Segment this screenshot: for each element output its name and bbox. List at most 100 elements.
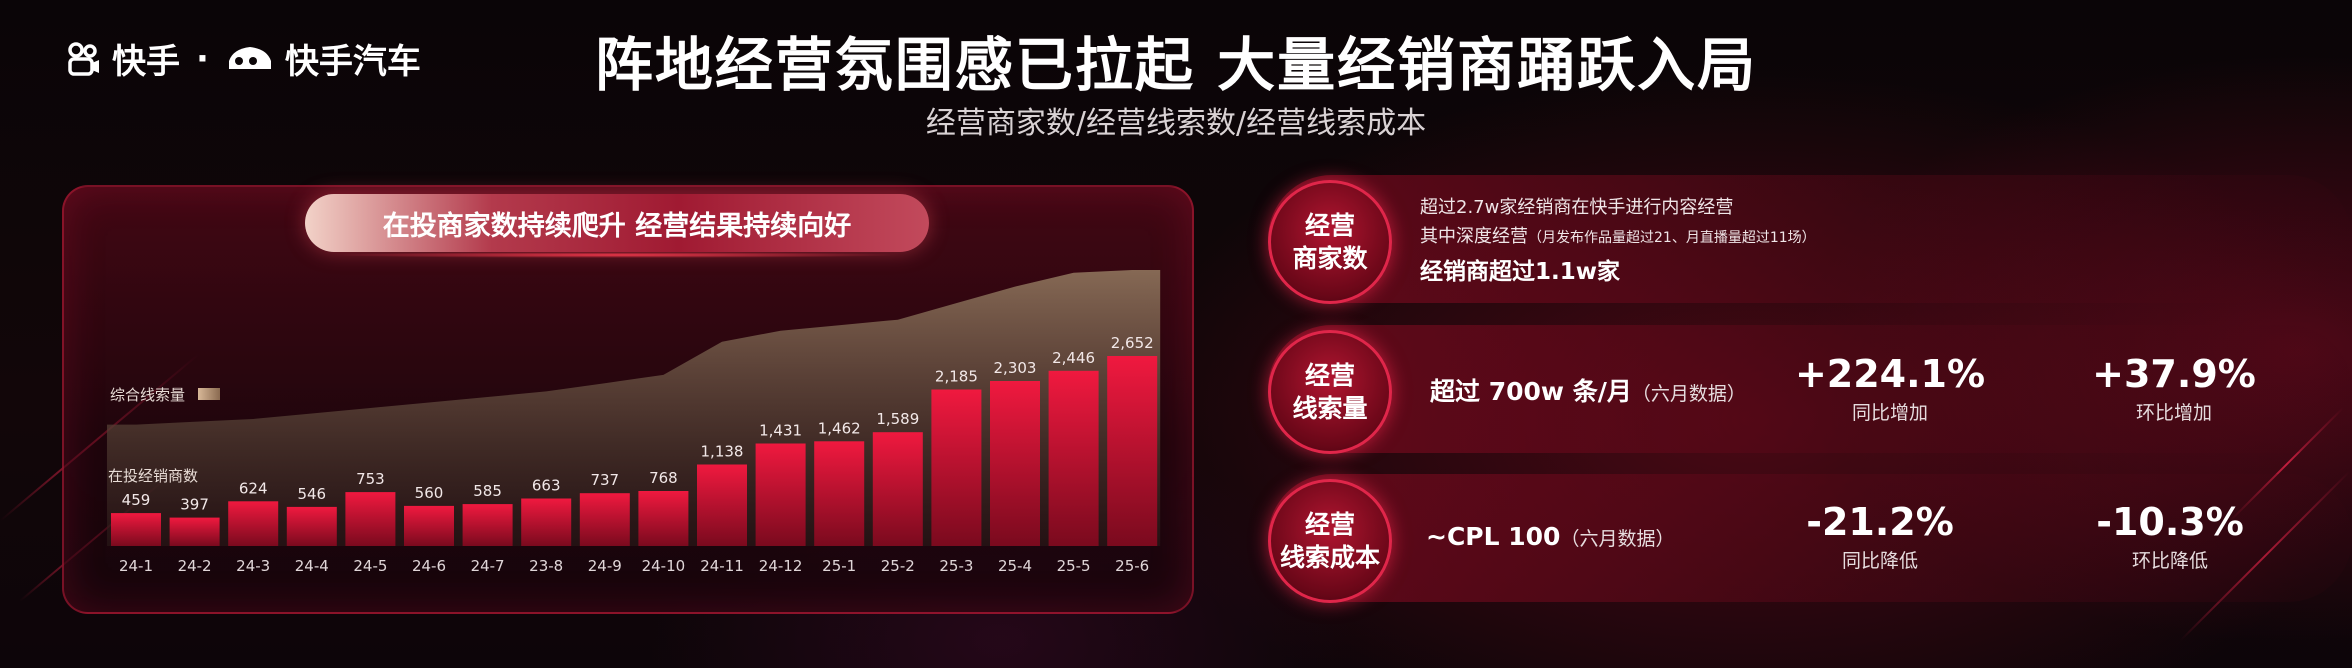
bar-value-label: 585 <box>473 482 502 500</box>
banner-glow <box>330 252 904 258</box>
x-tick-label: 25-2 <box>881 557 915 575</box>
x-tick-label: 23-8 <box>529 557 563 575</box>
x-tick-label: 24-1 <box>119 557 153 575</box>
cost-main-text: ~CPL 100 <box>1426 522 1561 551</box>
bar-value-label: 459 <box>122 491 151 509</box>
bar-24-10 <box>638 491 689 546</box>
x-tick-label: 25-4 <box>998 557 1032 575</box>
cost-main-note: （六月数据） <box>1560 528 1675 550</box>
stat-label: 同比增加 <box>1851 402 1928 424</box>
bar-24-12 <box>755 443 806 546</box>
metric-badge-dealers: 经营 商家数 <box>1268 180 1392 304</box>
x-tick-label: 24-11 <box>700 557 744 575</box>
x-tick-label: 24-9 <box>588 557 622 575</box>
bar-25-6 <box>1107 356 1158 546</box>
metric-badge-line1: 经营 <box>1304 510 1355 539</box>
kuaishou-logo-text: 快手 <box>112 42 180 82</box>
clues-main-value: 超过 700w 条/月（六月数据） <box>1430 372 1746 408</box>
clues-main-text: 超过 700w 条/月 <box>1430 377 1632 406</box>
bar-25-1 <box>814 441 865 546</box>
dealers-desc-line1: 超过2.7w家经销商在快手进行内容经营 <box>1420 197 1734 218</box>
bar-value-label: 1,462 <box>818 419 861 437</box>
cost-main-value: ~CPL 100（六月数据） <box>1426 522 1674 551</box>
metric-row-cost <box>1268 474 2352 602</box>
kuaishou-auto-logo-text: 快手汽车 <box>284 42 421 82</box>
bar-24-7 <box>462 504 513 546</box>
clues-yoy-stat: +224.1% 同比增加 <box>1770 352 2010 425</box>
bar-series-label: 在投经销商数 <box>108 467 198 485</box>
kuaishou-logo-icon <box>68 41 99 76</box>
bar-value-label: 737 <box>590 471 619 489</box>
bar-value-label: 560 <box>415 484 444 502</box>
bar-24-1 <box>111 513 161 546</box>
x-tick-label: 24-5 <box>353 557 387 575</box>
bar-25-3 <box>931 389 982 546</box>
x-tick-label: 24-10 <box>642 557 686 575</box>
clues-main-note: （六月数据） <box>1631 383 1746 405</box>
dealers-deep-note: （月发布作品量超过21、月直播量超过11场） <box>1528 230 1816 246</box>
dealers-deep-label: 其中深度经营 <box>1420 226 1528 247</box>
bar-value-label: 753 <box>356 470 385 488</box>
x-tick-label: 25-1 <box>822 557 856 575</box>
x-tick-label: 24-6 <box>412 557 446 575</box>
bar-value-label: 663 <box>532 477 561 495</box>
metric-badge-cost: 经营 线索成本 <box>1268 479 1392 603</box>
page-subtitle: 经营商家数/经营线索数/经营线索成本 <box>925 106 1427 141</box>
x-tick-label: 24-12 <box>759 557 803 575</box>
logo-separator: · <box>196 38 209 79</box>
metric-badge-line1: 经营 <box>1304 361 1355 390</box>
car-logo-icon <box>228 46 271 69</box>
x-tick-label: 24-4 <box>295 557 329 575</box>
metric-badge-line2: 线索成本 <box>1279 543 1380 572</box>
bar-value-label: 2,303 <box>994 359 1037 377</box>
metric-row-dealers <box>1268 175 2352 303</box>
bar-value-label: 2,652 <box>1111 334 1154 352</box>
x-tick-label: 25-6 <box>1115 557 1149 575</box>
cost-mom-stat: -10.3% 环比降低 <box>2050 500 2290 573</box>
bar-23-8 <box>521 498 572 546</box>
bar-24-11 <box>697 464 747 546</box>
metric-badge-line1: 经营 <box>1304 211 1355 240</box>
bar-value-label: 624 <box>239 479 268 497</box>
bar-value-label: 1,431 <box>759 422 802 440</box>
chart-banner: 在投商家数持续爬升 经营结果持续向好 <box>305 194 929 252</box>
bar-25-5 <box>1048 370 1099 546</box>
metric-badge-line2: 商家数 <box>1292 244 1368 273</box>
legend-area-label: 综合线索量 <box>110 386 185 404</box>
legend-area-swatch <box>198 388 220 400</box>
x-tick-label: 25-3 <box>939 557 973 575</box>
x-tick-label: 24-7 <box>471 557 505 575</box>
stat-label: 环比增加 <box>2135 402 2212 424</box>
bar-24-9 <box>579 493 630 546</box>
stat-value: -10.3% <box>2096 500 2244 544</box>
x-tick-label: 24-2 <box>178 557 212 575</box>
brand-logos: 快手 · 快手汽车 <box>66 34 421 83</box>
clues-mom-stat: +37.9% 环比增加 <box>2054 352 2294 425</box>
page-title: 阵地经营氛围感已拉起 大量经销商踊跃入局 <box>594 31 1758 99</box>
stat-label: 同比降低 <box>1841 550 1918 572</box>
bar-value-label: 1,138 <box>701 443 744 461</box>
x-tick-label: 24-3 <box>236 557 270 575</box>
stat-label: 环比降低 <box>2131 550 2208 572</box>
bar-value-label: 397 <box>180 496 209 514</box>
stat-value: -21.2% <box>1806 500 1954 544</box>
bar-value-label: 768 <box>649 469 678 487</box>
metric-row-clues <box>1268 325 2352 453</box>
bar-24-6 <box>404 505 454 546</box>
bar-value-label: 2,185 <box>935 368 978 386</box>
bar-24-2 <box>169 517 220 546</box>
bar-24-5 <box>345 492 396 546</box>
bar-24-4 <box>286 506 337 546</box>
bar-24-3 <box>228 501 279 546</box>
x-tick-label: 25-5 <box>1057 557 1091 575</box>
bar-value-label: 1,589 <box>876 410 919 428</box>
metric-badge-clues: 经营 线索量 <box>1268 330 1392 454</box>
dealers-desc-line3: 经销商超过1.1w家 <box>1420 259 1620 285</box>
stat-value: +37.9% <box>2092 352 2256 396</box>
bar-value-label: 546 <box>297 485 326 503</box>
bar-25-4 <box>990 381 1040 546</box>
dealer-bar-chart: 459 24-1 397 24-2 624 24-3 546 24-4 753 24-5 560 24… <box>107 270 1161 575</box>
bar-value-label: 2,446 <box>1052 349 1095 367</box>
dealers-desc-line2: 其中深度经营（月发布作品量超过21、月直播量超过11场） <box>1420 222 1816 248</box>
stat-value: +224.1% <box>1794 352 1986 396</box>
